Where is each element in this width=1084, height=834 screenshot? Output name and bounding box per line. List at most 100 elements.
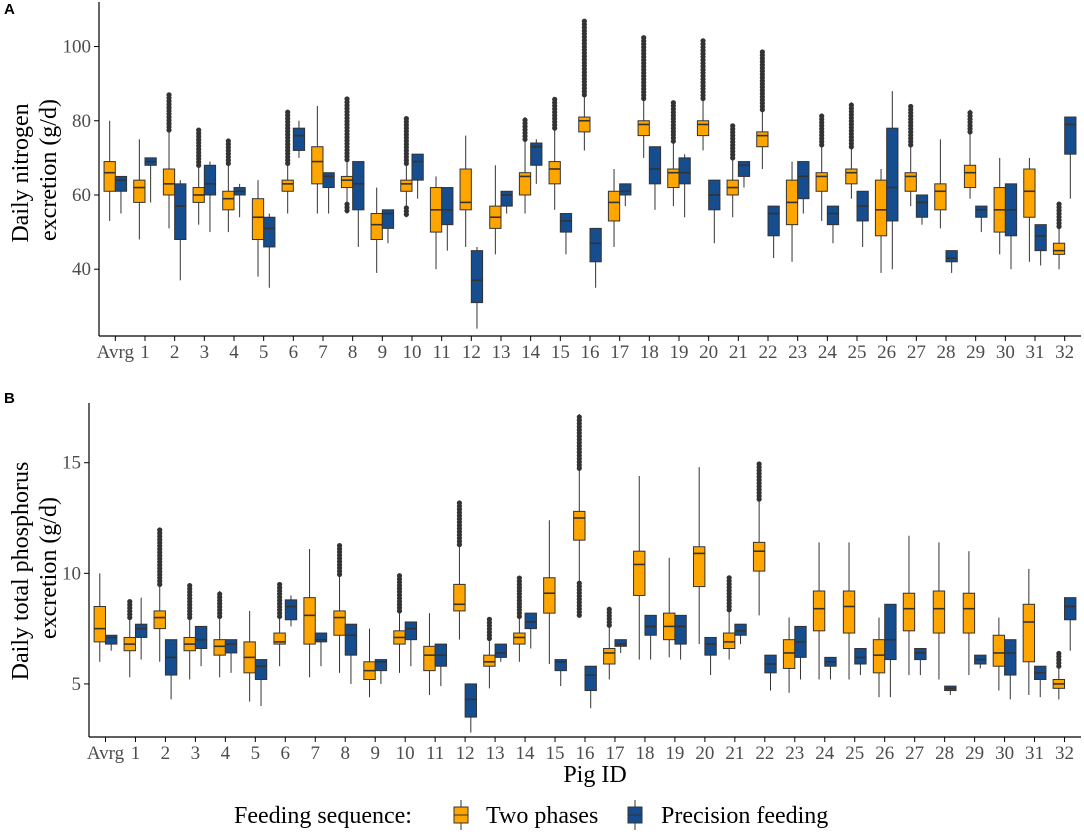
x-tick-label: 32 <box>1055 342 1074 363</box>
box-two-phases <box>902 535 916 676</box>
box-two-phases <box>872 617 886 698</box>
box-precision-feeding <box>1034 224 1047 266</box>
box-iqr <box>459 168 472 211</box>
box-two-phases <box>663 557 676 658</box>
legend: Feeding sequence: Two phases Precision f… <box>234 800 828 830</box>
box-iqr <box>692 546 706 588</box>
x-tick-label: 1 <box>131 743 141 764</box>
box-iqr <box>103 161 116 192</box>
box-two-phases <box>311 105 324 214</box>
box-two-phases <box>518 117 532 214</box>
box-iqr <box>845 168 858 185</box>
box-two-phases <box>992 617 1006 691</box>
x-tick-label: 7 <box>318 342 328 363</box>
box-two-phases <box>785 161 799 262</box>
box-precision-feeding <box>194 625 208 667</box>
box-iqr <box>797 161 810 200</box>
box-iqr <box>584 665 597 692</box>
box-two-phases <box>222 138 235 233</box>
box-precision-feeding <box>826 205 840 244</box>
box-precision-feeding <box>764 654 777 691</box>
outlier-point <box>166 92 172 98</box>
box-iqr <box>578 116 591 133</box>
box-iqr <box>614 639 627 647</box>
x-tick-label: 21 <box>725 743 744 764</box>
box-two-phases <box>904 103 917 207</box>
box-two-phases <box>123 598 136 678</box>
box-two-phases <box>489 165 502 255</box>
box-two-phases <box>578 18 591 151</box>
box-precision-feeding <box>114 175 128 214</box>
box-precision-feeding <box>678 154 691 218</box>
x-tick-label: 20 <box>699 342 718 363</box>
outlier-point <box>908 103 914 110</box>
box-iqr <box>886 127 899 222</box>
box-two-phases <box>303 548 316 678</box>
x-tick-label: 21 <box>729 342 748 363</box>
x-tick-label: 15 <box>551 342 570 363</box>
box-iqr <box>251 198 265 241</box>
outlier-point <box>225 138 231 144</box>
box-precision-feeding <box>974 654 987 669</box>
box-iqr <box>381 209 395 229</box>
x-tick-label: 13 <box>486 743 505 764</box>
box-iqr <box>992 634 1006 667</box>
box-precision-feeding <box>144 157 157 203</box>
box-iqr <box>678 157 691 185</box>
box-precision-feeding <box>884 603 897 698</box>
box-precision-feeding <box>704 636 717 676</box>
box-iqr <box>734 623 747 636</box>
box-iqr <box>340 175 354 189</box>
legend-title: Feeding sequence: <box>234 803 412 829</box>
box-two-phases <box>752 461 766 616</box>
panel-letter-a: A <box>4 1 15 18</box>
y-axis-label-a: Daily nitrogen excretion (g/d) <box>8 97 62 242</box>
x-tick-label: 17 <box>610 342 629 363</box>
box-precision-feeding <box>404 621 418 667</box>
box-two-phases <box>962 551 976 676</box>
box-iqr <box>374 659 388 672</box>
box-precision-feeding <box>374 659 388 684</box>
box-precision-feeding <box>344 623 358 684</box>
box-iqr <box>619 183 632 196</box>
box-iqr <box>292 127 306 151</box>
box-precision-feeding <box>644 614 657 660</box>
box-iqr <box>696 120 710 137</box>
box-precision-feeding <box>559 213 573 255</box>
x-tick-label: 31 <box>1026 342 1045 363</box>
x-tick-label: 6 <box>289 342 299 363</box>
outlier-point <box>552 96 558 102</box>
box-precision-feeding <box>174 180 187 281</box>
box-precision-feeding <box>614 639 627 653</box>
box-precision-feeding <box>224 639 238 673</box>
x-tick-label: 20 <box>695 743 714 764</box>
box-iqr <box>704 636 717 656</box>
box-two-phases <box>370 187 383 273</box>
x-tick-label: 23 <box>785 743 804 764</box>
box-iqr <box>674 614 687 645</box>
box-iqr <box>904 172 917 192</box>
x-tick-label: 9 <box>370 743 380 764</box>
box-iqr <box>174 183 187 241</box>
box-precision-feeding <box>674 614 687 660</box>
x-tick-label: 5 <box>259 342 269 363</box>
x-tick-label: Avrg <box>97 342 135 363</box>
box-iqr <box>722 632 736 650</box>
box-precision-feeding <box>975 205 988 233</box>
box-two-phases <box>1052 650 1066 700</box>
box-two-phases <box>963 109 977 199</box>
legend-label-precision-feeding: Precision feeding <box>661 803 828 829</box>
x-tick-label: 14 <box>516 743 536 764</box>
box-two-phases <box>400 116 413 218</box>
y-tick-label: 60 <box>72 185 91 206</box>
box-iqr <box>573 510 586 541</box>
box-iqr <box>812 590 826 632</box>
box-iqr <box>915 194 929 218</box>
box-two-phases <box>756 49 769 169</box>
box-iqr <box>314 632 328 643</box>
box-precision-feeding <box>584 665 597 709</box>
box-iqr <box>303 597 316 645</box>
x-tick-label: 32 <box>1055 743 1074 764</box>
